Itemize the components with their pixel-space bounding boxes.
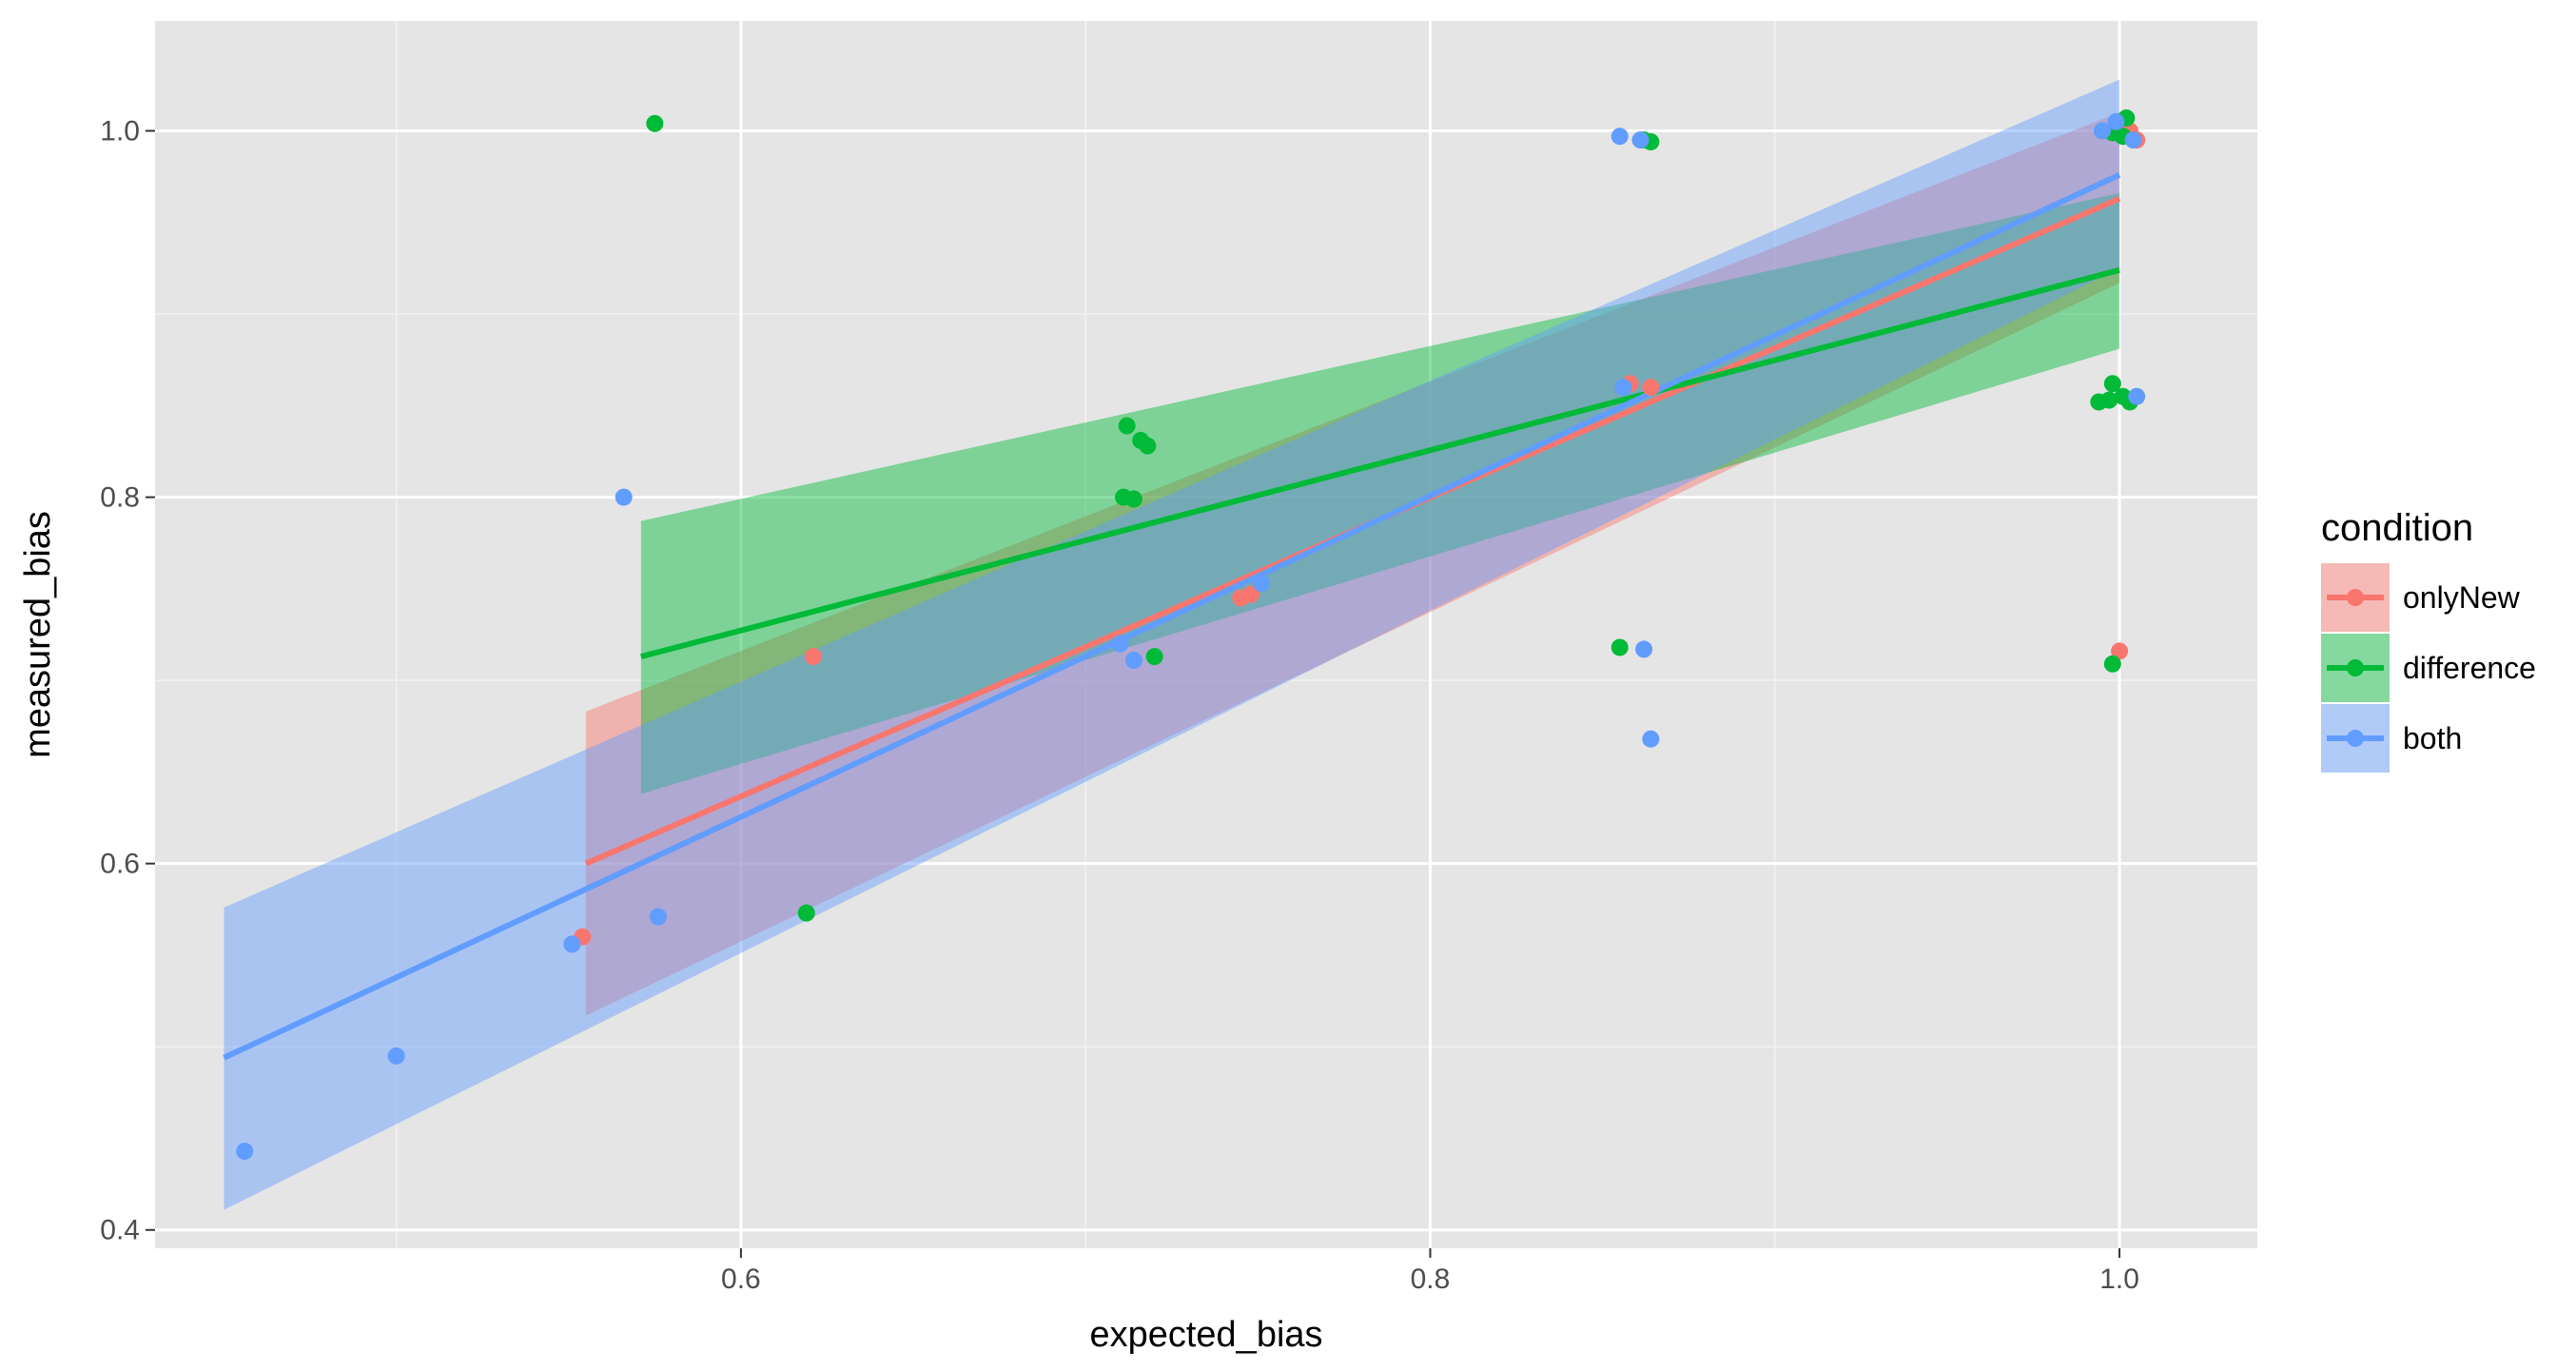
band-difference (640, 192, 2120, 794)
point-both (1631, 131, 1649, 149)
point-difference (2103, 375, 2121, 393)
fit-line-difference (640, 266, 2120, 660)
point-both (615, 488, 633, 506)
fit-lines (223, 172, 2121, 1061)
point-onlyNew (1242, 585, 1260, 603)
point-both (1635, 640, 1653, 658)
point-both (236, 1142, 254, 1160)
confidence-bands (224, 79, 2120, 1210)
y-tick-label: 0.8 (100, 482, 140, 514)
plot-panel (155, 21, 2257, 1248)
x-axis: 0.6 0.8 1.0 (721, 1248, 2139, 1295)
legend-key-point (2347, 730, 2364, 747)
point-onlyNew (2111, 642, 2129, 660)
point-both (1252, 575, 1270, 593)
band-both (224, 79, 2120, 1210)
legend-title: condition (2321, 507, 2473, 549)
legend-key-point (2347, 589, 2364, 606)
point-both (1124, 651, 1142, 669)
point-difference (2100, 391, 2118, 409)
point-both (2124, 131, 2142, 149)
point-difference (2103, 655, 2121, 673)
x-axis-title: expected_bias (1089, 1315, 1322, 1355)
point-difference (797, 904, 815, 922)
point-both (2093, 122, 2111, 140)
y-tick-label: 0.6 (100, 849, 140, 880)
fit-line-both (223, 172, 2121, 1061)
y-axis-title: measured_bias (18, 511, 58, 758)
point-difference (646, 114, 664, 132)
x-tick-label: 1.0 (2099, 1263, 2139, 1295)
minor-gridlines (155, 21, 2257, 1248)
point-both (2107, 112, 2125, 130)
point-both (1642, 730, 1660, 748)
point-onlyNew (1642, 379, 1660, 397)
data-points (236, 109, 2146, 1160)
x-tick-label: 0.6 (721, 1263, 761, 1295)
point-both (649, 908, 667, 926)
point-onlyNew (804, 648, 822, 666)
point-both (563, 935, 581, 953)
y-tick-label: 0.4 (100, 1215, 140, 1246)
y-tick-label: 1.0 (100, 116, 140, 147)
legend-label-both: both (2403, 721, 2462, 755)
point-both (387, 1047, 405, 1065)
point-both (1610, 127, 1629, 146)
legend-label-difference: difference (2403, 651, 2536, 685)
legend: condition onlyNew difference both (2321, 507, 2536, 773)
band-onlyNew (585, 112, 2120, 1016)
point-difference (1118, 417, 1136, 435)
legend-label-onlyNew: onlyNew (2403, 580, 2521, 615)
major-gridlines (155, 21, 2257, 1248)
legend-key-point (2347, 659, 2364, 676)
point-difference (1124, 490, 1142, 508)
point-both (1614, 379, 1632, 397)
point-difference (1610, 638, 1629, 656)
x-tick-label: 0.8 (1411, 1263, 1451, 1295)
point-difference (1139, 437, 1157, 455)
point-both (1111, 635, 1129, 653)
point-both (2128, 387, 2146, 405)
y-axis: 0.4 0.6 0.8 1.0 (100, 116, 155, 1246)
point-difference (1145, 648, 1163, 666)
